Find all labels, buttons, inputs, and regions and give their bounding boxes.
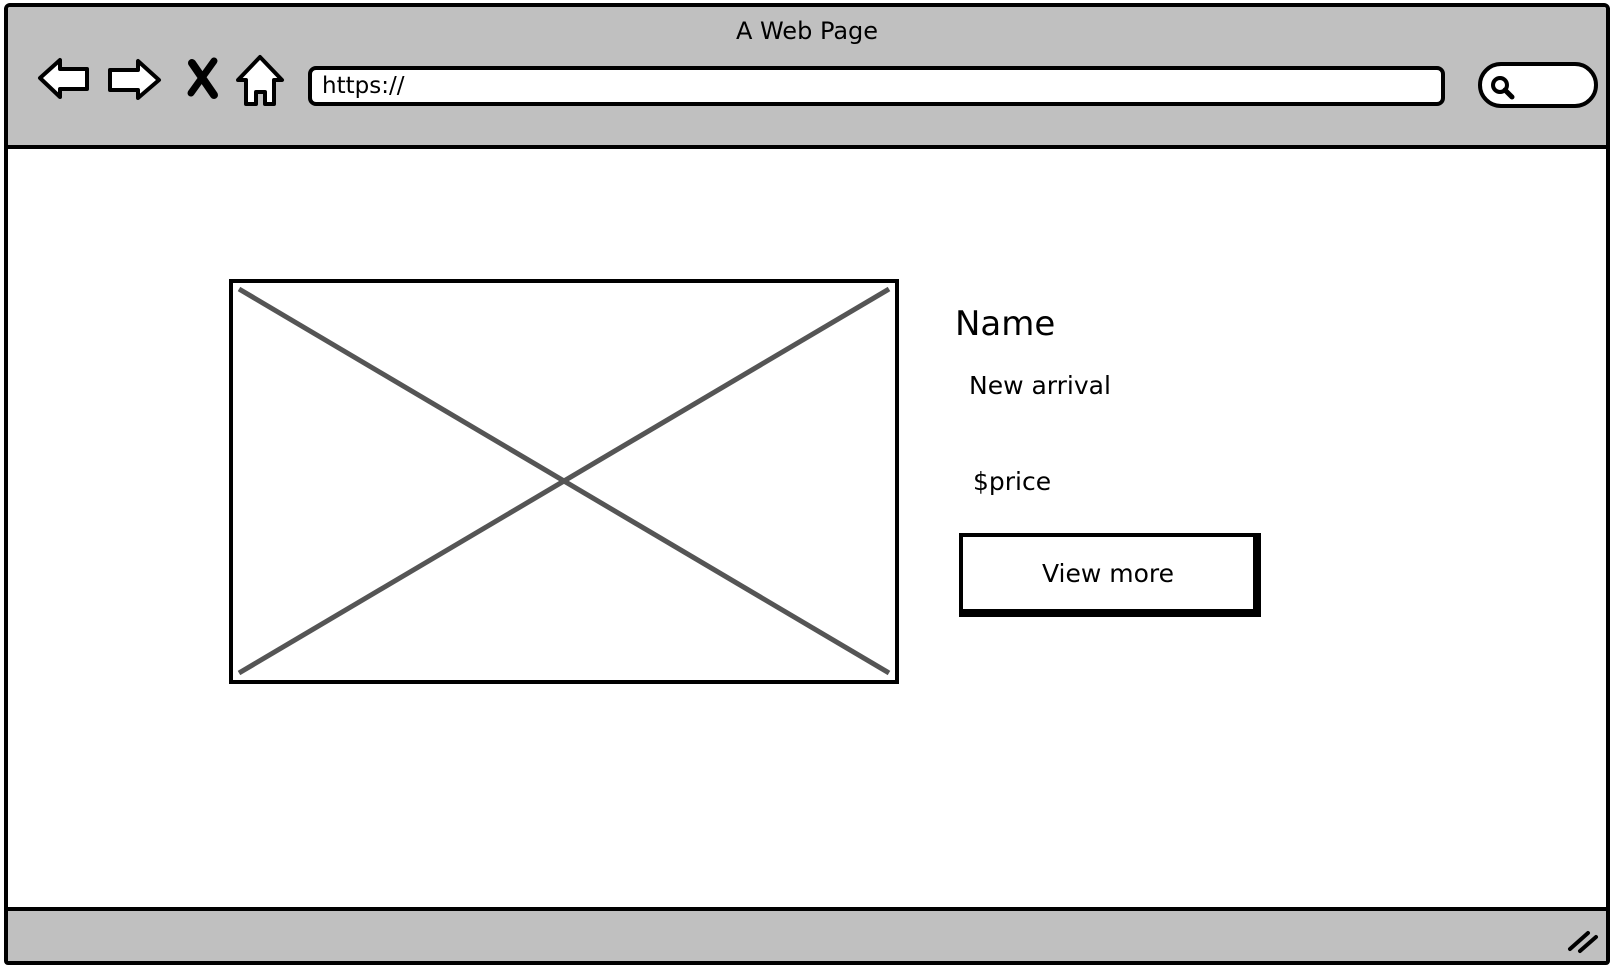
view-more-button[interactable]: View more (959, 533, 1261, 617)
window-title: A Web Page (735, 17, 879, 45)
address-bar[interactable]: https:// (308, 66, 1445, 106)
browser-window: A Web Page https:// Name N (4, 3, 1610, 965)
product-price: $price (973, 467, 1052, 496)
home-icon[interactable] (230, 51, 290, 111)
resize-handle-icon[interactable] (1564, 925, 1600, 955)
search-icon (1491, 76, 1515, 100)
product-status: New arrival (969, 371, 1111, 400)
image-placeholder (229, 279, 899, 684)
product-name: Name (955, 304, 1056, 344)
stop-icon[interactable] (174, 51, 234, 111)
forward-arrow-icon[interactable] (104, 51, 164, 111)
back-arrow-icon[interactable] (34, 51, 94, 111)
browser-titlebar: A Web Page https:// (8, 7, 1606, 149)
browser-search-box[interactable] (1478, 62, 1598, 108)
page-content: Name New arrival $price View more (8, 149, 1606, 891)
browser-statusbar (8, 907, 1606, 961)
